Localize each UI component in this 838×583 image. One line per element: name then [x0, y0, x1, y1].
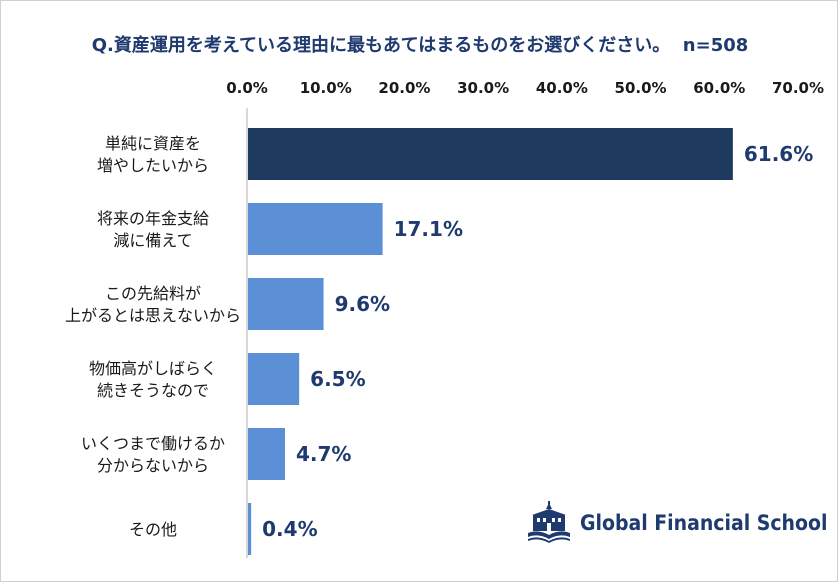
chart-title: Q.資産運用を考えている理由に最もあてはまるものをお選びください。 n=508 — [1, 31, 838, 57]
data-label: 9.6% — [335, 292, 390, 316]
x-tick-label: 40.0% — [536, 79, 588, 97]
bar — [248, 278, 324, 330]
category-label: 減に備えて — [113, 231, 192, 250]
logo-text: Global Financial School — [580, 511, 828, 535]
category-label: いくつまで働けるか — [81, 434, 225, 453]
x-tick-label: 20.0% — [378, 79, 430, 97]
data-label: 17.1% — [394, 217, 463, 241]
bar — [248, 353, 300, 405]
category-label: 物価高がしばらく — [89, 359, 217, 378]
category-label: 増やしたいから — [97, 156, 209, 175]
category-label: この先給料が — [105, 284, 201, 303]
data-label: 0.4% — [262, 517, 317, 541]
bar — [248, 203, 383, 255]
sample-size: n=508 — [682, 35, 749, 56]
logo: Global Financial School — [526, 501, 827, 545]
bar — [248, 128, 733, 180]
x-tick-label: 0.0% — [226, 79, 268, 97]
data-label: 6.5% — [310, 367, 365, 391]
bar — [248, 503, 252, 555]
data-label: 4.7% — [296, 442, 351, 466]
category-label: 単純に資産を — [105, 134, 201, 153]
category-label: 続きそうなので — [97, 381, 209, 400]
x-tick-label: 70.0% — [772, 79, 824, 97]
x-tick-label: 10.0% — [300, 79, 352, 97]
school-building-book-icon — [528, 501, 570, 543]
x-tick-label: 50.0% — [615, 79, 667, 97]
category-label: その他 — [129, 520, 177, 539]
data-label: 61.6% — [744, 142, 813, 166]
question-text: Q.資産運用を考えている理由に最もあてはまるものをお選びください。 — [91, 35, 671, 56]
category-label: 分からないから — [97, 456, 209, 475]
x-tick-label: 60.0% — [693, 79, 745, 97]
category-label: 将来の年金支給 — [97, 209, 209, 228]
bar — [248, 428, 285, 480]
category-label: 上がるとは思えないから — [65, 306, 241, 325]
x-tick-label: 30.0% — [457, 79, 509, 97]
